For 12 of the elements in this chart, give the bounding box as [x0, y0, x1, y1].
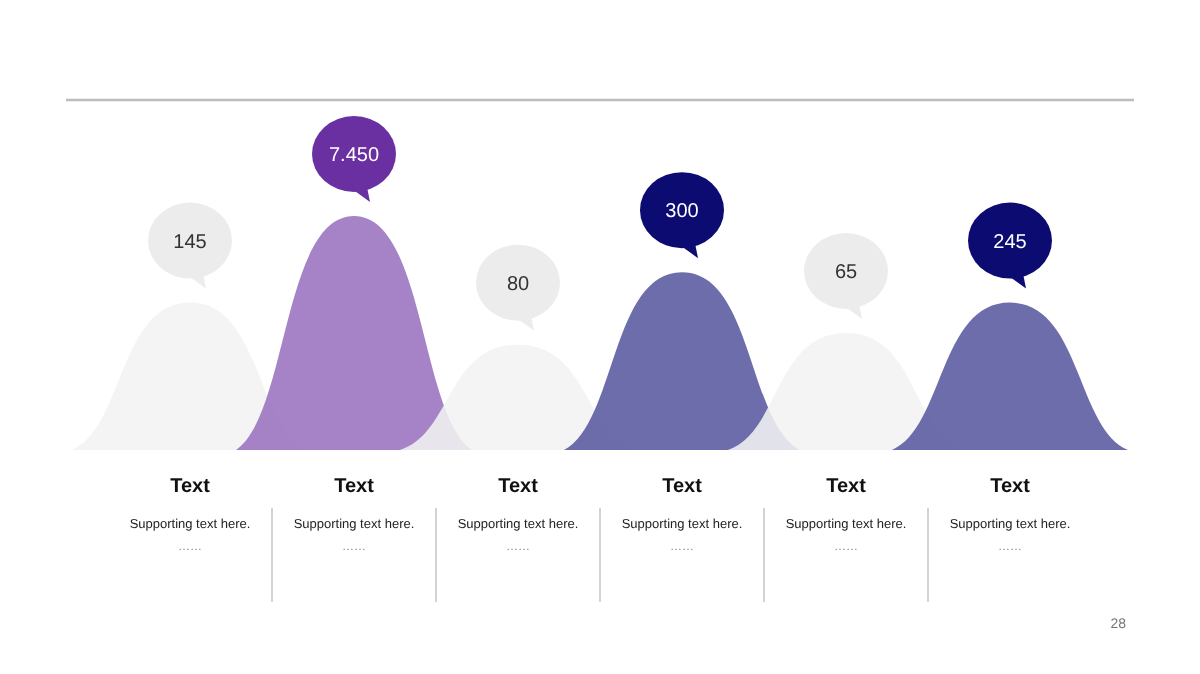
category-label: Text [498, 476, 540, 498]
data-label: 300 [665, 201, 700, 224]
data-label: 245 [993, 231, 1028, 254]
data-label: 145 [173, 231, 208, 254]
category-label: Text [334, 476, 376, 498]
category-label: Text [990, 476, 1032, 498]
category-label: Text [662, 476, 704, 498]
data-label: 80 [506, 273, 530, 296]
data-label: 7.450 [328, 145, 380, 167]
category-label: Text [826, 476, 868, 498]
data-label: 65 [834, 262, 858, 284]
category-label: Text [170, 476, 212, 498]
